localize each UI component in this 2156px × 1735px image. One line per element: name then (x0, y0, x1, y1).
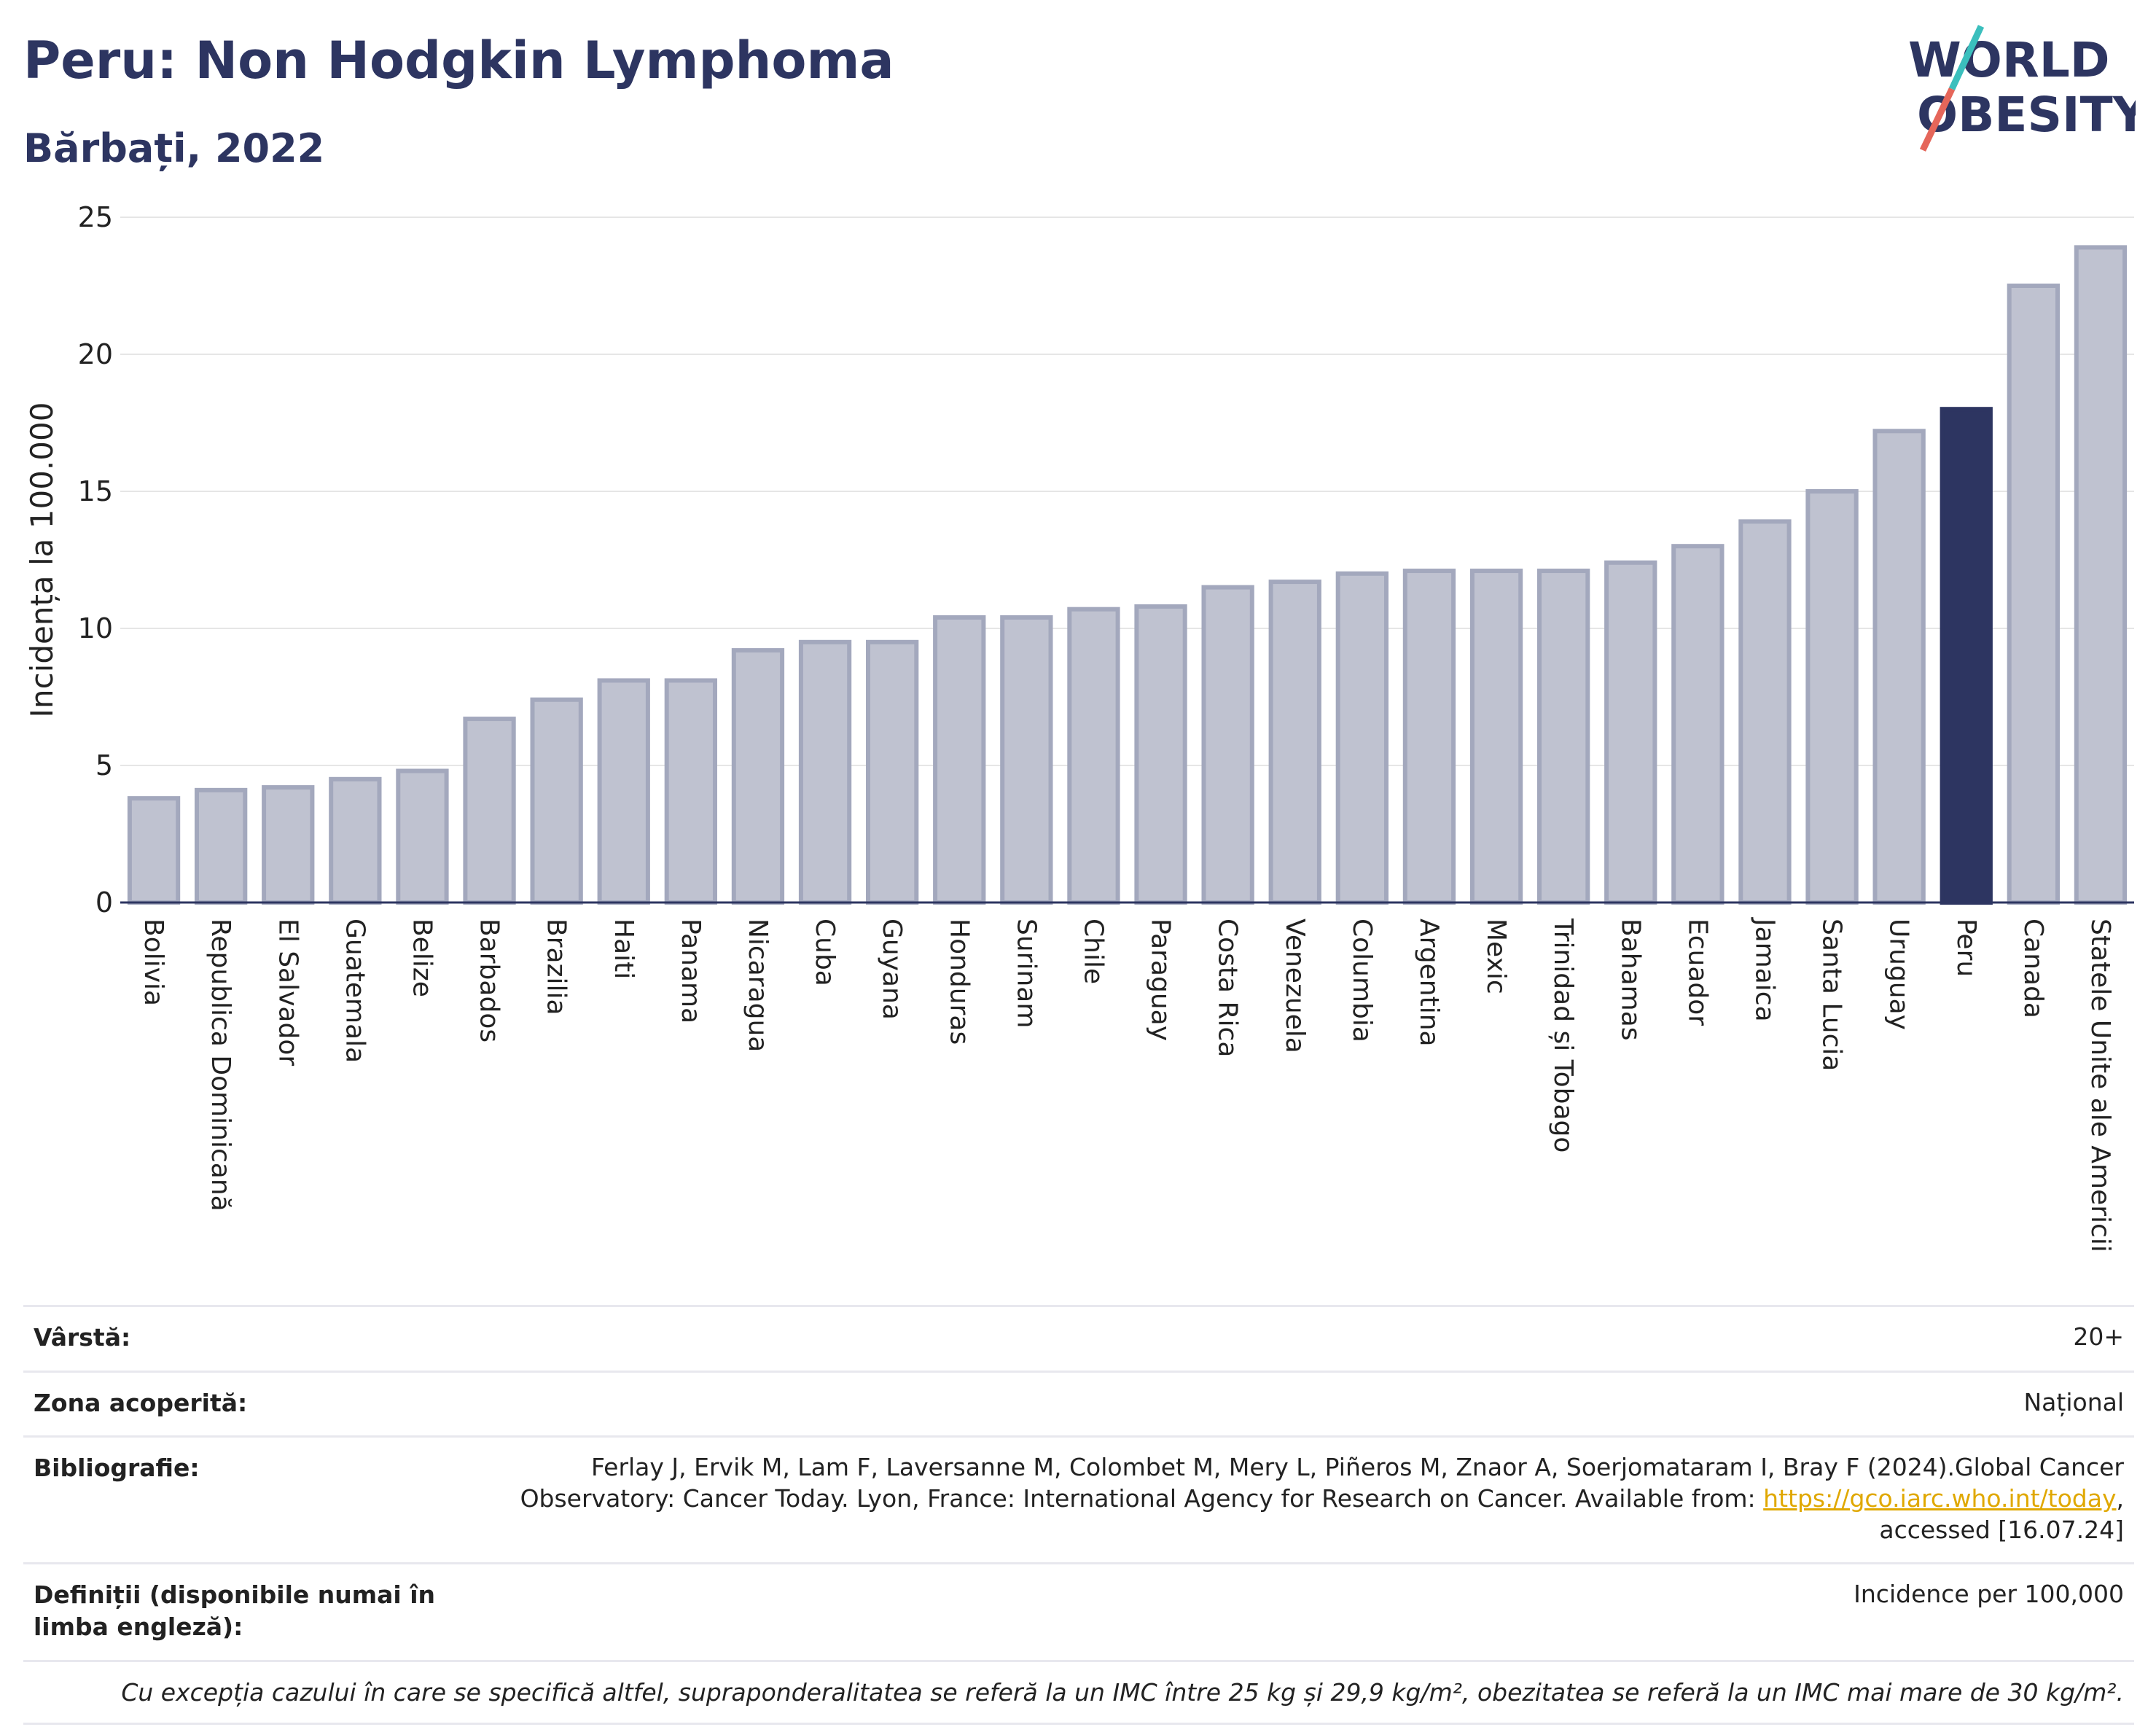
bar (1335, 571, 1389, 905)
x-tick-label: Brazilia (542, 919, 571, 1015)
bar (262, 785, 315, 905)
bar (1469, 569, 1523, 905)
bar (1134, 604, 1187, 905)
x-tick-label: Bolivia (138, 919, 168, 1006)
x-tick-label: Nicaragua (743, 919, 773, 1052)
bar (329, 776, 382, 905)
logo-slash-coral (1919, 87, 1956, 152)
x-tick-label: Peru (1951, 919, 1981, 977)
bar (1201, 585, 1254, 905)
footnote: Cu excepția cazului în care se specifică… (23, 1659, 2134, 1725)
bar (664, 678, 718, 905)
x-tick-label: Panama (676, 919, 706, 1024)
bar (1872, 429, 1926, 905)
bar (1268, 580, 1321, 905)
bibliography-link[interactable]: https://gco.iarc.who.int/today (1763, 1483, 2117, 1513)
bar (2007, 284, 2061, 905)
info-row-coverage: Zona acoperită: Național (23, 1370, 2134, 1436)
x-tick-label: Paraguay (1146, 919, 1176, 1041)
definitions-value: Incidence per 100,000 (1854, 1579, 2124, 1608)
x-tick-label: Cuba (810, 919, 840, 986)
x-tick-label: Belize (407, 919, 437, 997)
x-tick-label: Bahamas (1615, 919, 1645, 1041)
bar (1536, 569, 1590, 905)
x-tick-label: Surinam (1011, 919, 1041, 1028)
world-obesity-logo: WORLD OBESITY (1908, 25, 2136, 152)
logo-word-world: WORLD (1908, 32, 2110, 88)
bar (194, 787, 248, 905)
x-tick-label: Venezuela (1280, 919, 1310, 1053)
bibliography-label: Bibliografie: (34, 1454, 200, 1483)
bar (1000, 615, 1053, 905)
info-row-definitions: Definiții (disponibile numai în limba en… (23, 1562, 2134, 1660)
x-tick-label: Argentina (1414, 919, 1444, 1047)
bar (1940, 407, 1993, 905)
bar (530, 697, 583, 905)
x-tick-label: Ecuador (1682, 919, 1712, 1026)
y-axis-label: Incidența la 100.000 (24, 402, 60, 718)
bar (1604, 560, 1657, 905)
age-value: 20+ (2073, 1322, 2124, 1351)
y-tick-label: 15 (78, 475, 113, 507)
coverage-value: Național (2023, 1387, 2124, 1416)
bibliography-line-3: accessed [16.07.24] (1879, 1515, 2124, 1544)
x-tick-label: Columbia (1347, 919, 1377, 1042)
bar (1402, 569, 1456, 905)
bar (597, 678, 650, 905)
bar (1067, 607, 1120, 905)
bar (2074, 245, 2128, 905)
y-tick-label: 10 (78, 612, 113, 644)
x-tick-label: Haiti (609, 919, 638, 979)
x-tick-label: Guyana (877, 919, 907, 1020)
x-tick-label: Jamaica (1749, 917, 1779, 1022)
x-tick-label: Canada (2018, 919, 2048, 1018)
x-tick-label: Statele Unite ale Americii (2085, 919, 2115, 1252)
page-title: Peru: Non Hodgkin Lymphoma (23, 31, 894, 90)
y-tick-label: 25 (78, 201, 113, 233)
bar-chart: 0 5 10 15 20 25 Incidența la 100.000 Bolivia Rep… (24, 201, 2134, 1252)
x-tick-label: El Salvador (273, 919, 302, 1066)
info-row-bibliography: Bibliografie: Ferlay J, Ervik M, Lam F, … (23, 1435, 2134, 1562)
info-row-age: Vârstă: 20+ (23, 1305, 2134, 1371)
x-tick-label: Uruguay (1884, 919, 1914, 1030)
x-tick-label: Santa Lucia (1817, 919, 1847, 1071)
logo-slash-teal (1948, 25, 1985, 90)
y-tick-label: 5 (95, 749, 113, 781)
definitions-label: Definiții (disponibile numai în limba en… (34, 1580, 436, 1642)
coverage-label: Zona acoperită: (34, 1388, 248, 1417)
y-tick-label: 20 (78, 338, 113, 370)
x-tick-label: Guatemala (340, 919, 370, 1063)
x-tick-label: Trinidad și Tobago (1548, 918, 1578, 1153)
bar (127, 796, 181, 905)
bibliography-value: Ferlay J, Ervik M, Lam F, Laversanne M, … (520, 1453, 2124, 1544)
bar (933, 615, 986, 905)
bar (463, 717, 516, 905)
info-table: Vârstă: 20+ Zona acoperită: Național Bib… (23, 1305, 2134, 1725)
bibliography-line-2: Observatory: Cancer Today. Lyon, France:… (520, 1483, 1764, 1513)
bar (798, 639, 852, 905)
bar (731, 648, 785, 905)
logo-word-obesity: OBESITY (1917, 87, 2136, 143)
age-label: Vârstă: (34, 1323, 131, 1352)
bar (1671, 544, 1725, 905)
x-tick-label: Barbados (474, 919, 504, 1042)
y-tick-label: 0 (95, 886, 113, 919)
bibliography-line-1: Ferlay J, Ervik M, Lam F, Laversanne M, … (590, 1453, 2124, 1482)
bar (1738, 519, 1792, 905)
x-tick-label: Costa Rica (1213, 919, 1243, 1057)
bar (1805, 489, 1859, 905)
x-tick-label: Republica Dominicană (206, 919, 235, 1212)
bar (396, 768, 449, 905)
bar (865, 639, 919, 905)
x-tick-label: Honduras (944, 919, 974, 1045)
x-tick-label: Chile (1078, 919, 1108, 984)
x-tick-label: Mexic (1481, 919, 1511, 994)
page-subtitle: Bărbați, 2022 (23, 125, 325, 171)
